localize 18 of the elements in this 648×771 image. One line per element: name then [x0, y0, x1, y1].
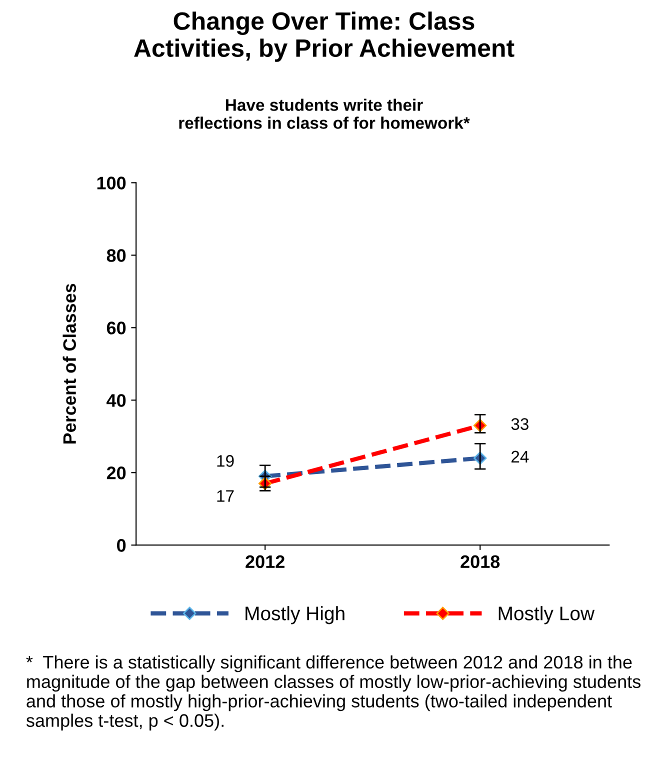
data-label: 19: [217, 455, 234, 467]
x-tick-label: 2018: [460, 555, 500, 568]
y-tick-label: 20: [106, 466, 126, 480]
y-tick-label: 0: [117, 539, 126, 552]
chart-subtitle: Have students write their reflections in class of for homework*: [179, 98, 470, 129]
data-label: 17: [217, 490, 234, 502]
x-tick-label: 2012: [246, 555, 284, 568]
data-label: 24: [512, 450, 529, 462]
y-tick-label: 40: [106, 394, 126, 407]
legend-label: Mostly High: [246, 606, 344, 624]
y-tick-label: 80: [106, 249, 126, 262]
data-label: 33: [511, 418, 528, 430]
y-tick-label: 100: [97, 176, 126, 190]
legend-label: Mostly Low: [498, 606, 595, 624]
y-axis-title: Percent of Classes: [62, 284, 76, 444]
text: * There is a statistically significant difference between 2012 and 2018 in the magnitude of the gap between classes of mostly low-prior-achieving students and those of mostly high-prior-achieving students (two-tailed independent samples t-test, p < 0.05).: [26, 655, 640, 731]
chart-title: Change Over Time: Class Activities, by Prior Achievement: [134, 12, 514, 62]
y-tick-label: 60: [106, 322, 126, 334]
